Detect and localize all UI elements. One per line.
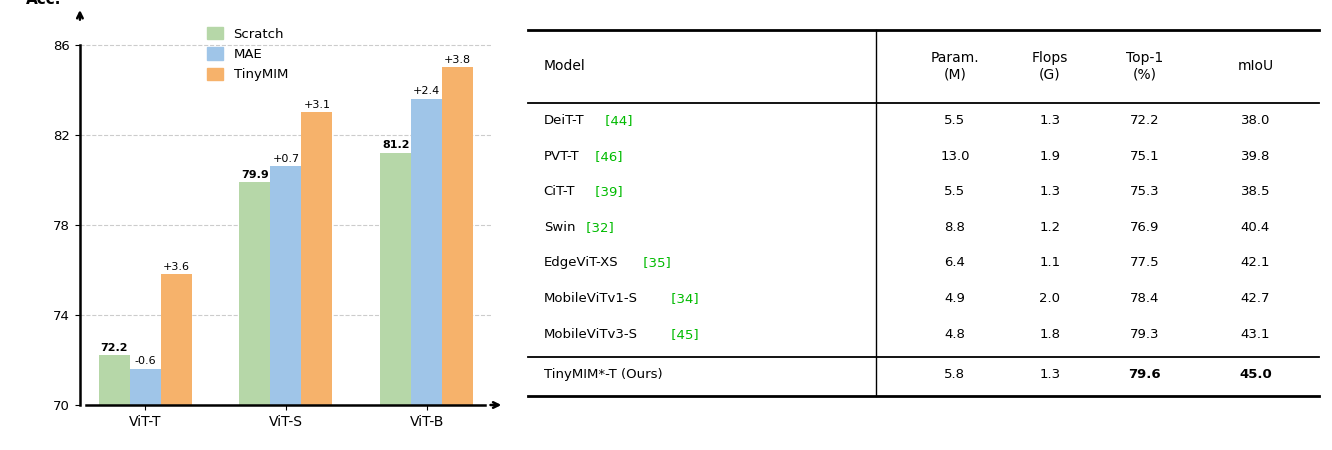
Text: 1.1: 1.1 [1039,256,1060,270]
Text: 1.3: 1.3 [1039,368,1060,381]
Text: Model: Model [543,59,586,73]
Text: 79.6: 79.6 [1128,368,1162,381]
Text: 39.8: 39.8 [1240,150,1271,163]
Text: 79.9: 79.9 [241,170,269,180]
Text: EdgeViT-XS: EdgeViT-XS [543,256,618,270]
Text: 43.1: 43.1 [1240,328,1271,341]
Legend: Scratch, MAE, TinyMIM: Scratch, MAE, TinyMIM [202,22,293,87]
Text: Swin: Swin [543,221,575,234]
Text: 72.2: 72.2 [100,343,128,353]
Bar [99,356,129,405]
Text: Param.
(M): Param. (M) [931,51,979,81]
Text: 1.3: 1.3 [1039,114,1060,127]
Text: 38.0: 38.0 [1240,114,1271,127]
Text: +0.7: +0.7 [272,154,300,164]
Text: Flops
(G): Flops (G) [1031,51,1068,81]
Text: 42.7: 42.7 [1240,292,1271,305]
Bar [301,112,332,405]
Text: 13.0: 13.0 [940,150,970,163]
Bar [380,153,412,405]
Text: [32]: [32] [582,221,614,234]
Text: 5.8: 5.8 [944,368,966,381]
Text: [34]: [34] [667,292,699,305]
Bar [240,182,270,405]
Bar [442,68,473,405]
Text: [35]: [35] [638,256,670,270]
Text: 40.4: 40.4 [1241,221,1269,234]
Text: 2.0: 2.0 [1039,292,1060,305]
Text: [45]: [45] [667,328,699,341]
Bar [270,166,301,405]
Text: [44]: [44] [601,114,633,127]
Text: PVT-T: PVT-T [543,150,579,163]
Text: +3.1: +3.1 [304,100,330,110]
Text: +2.4: +2.4 [413,86,441,96]
Text: 76.9: 76.9 [1130,221,1159,234]
Text: +3.6: +3.6 [163,262,189,272]
Text: 75.3: 75.3 [1130,185,1160,198]
Text: 81.2: 81.2 [382,140,409,150]
Text: 45.0: 45.0 [1239,368,1272,381]
Text: DeiT-T: DeiT-T [543,114,585,127]
Text: CiT-T: CiT-T [543,185,575,198]
Text: 4.8: 4.8 [944,328,966,341]
Text: 5.5: 5.5 [944,114,966,127]
Text: 42.1: 42.1 [1240,256,1271,270]
Text: MobileViTv1-S: MobileViTv1-S [543,292,638,305]
Text: 1.9: 1.9 [1039,150,1060,163]
Text: +3.8: +3.8 [444,55,472,65]
Text: 78.4: 78.4 [1130,292,1159,305]
Text: 1.3: 1.3 [1039,185,1060,198]
Text: 5.5: 5.5 [944,185,966,198]
Text: [39]: [39] [591,185,623,198]
Text: MobileViTv3-S: MobileViTv3-S [543,328,638,341]
Bar [129,369,161,405]
Text: 75.1: 75.1 [1130,150,1160,163]
Text: -0.6: -0.6 [135,356,156,366]
Bar [161,274,192,405]
Text: Acc.: Acc. [27,0,61,7]
Text: 1.8: 1.8 [1039,328,1060,341]
Text: 1.2: 1.2 [1039,221,1060,234]
Text: 38.5: 38.5 [1240,185,1271,198]
Text: Top-1
(%): Top-1 (%) [1126,51,1163,81]
Text: 77.5: 77.5 [1130,256,1160,270]
Text: 79.3: 79.3 [1130,328,1159,341]
Text: 6.4: 6.4 [944,256,966,270]
Text: 8.8: 8.8 [944,221,966,234]
Bar [412,99,442,405]
Text: mIoU: mIoU [1237,59,1273,73]
Text: [46]: [46] [591,150,622,163]
Text: TinyMIM*-T (Ours): TinyMIM*-T (Ours) [543,368,662,381]
Text: 72.2: 72.2 [1130,114,1160,127]
Text: 4.9: 4.9 [944,292,966,305]
